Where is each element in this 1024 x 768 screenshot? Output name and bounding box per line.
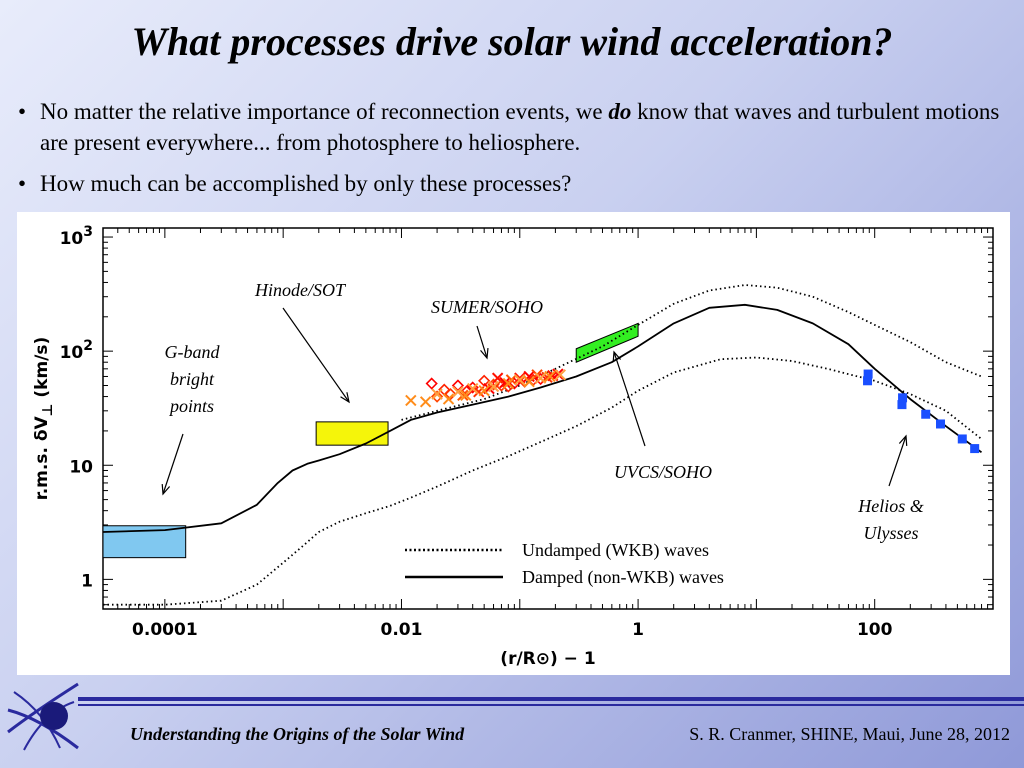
bullet-glyph: • [18, 99, 27, 124]
data-point-cross [405, 394, 417, 407]
damped-curve [103, 303, 983, 533]
data-point-diamond [478, 374, 491, 387]
data-point-cross [544, 370, 556, 383]
y-tick-label: 10 [69, 457, 93, 477]
bullet-1-text-post: know that waves and turbulent motions ar… [40, 99, 1000, 155]
data-point-diamond [425, 377, 438, 390]
annotation-arrow [888, 435, 907, 487]
annotation-arrowhead [480, 347, 489, 360]
data-point-cross [419, 396, 432, 408]
annotation-arrow [282, 307, 350, 403]
bullet-2-text: How much can be accomplished by only the… [40, 171, 572, 196]
data-point-square [897, 400, 907, 410]
data-point-square [863, 369, 873, 379]
data-point-square [898, 393, 908, 403]
observation-label: Hinode/SOT [254, 280, 347, 300]
observation-label: bright [170, 369, 215, 389]
data-point-cross [478, 385, 490, 397]
footer-title: Understanding the Origins of the Solar W… [130, 724, 465, 744]
observation-box [315, 421, 389, 446]
data-point-cross [499, 376, 511, 389]
data-point-diamond [534, 372, 547, 386]
data-point-cross [534, 372, 547, 384]
data-point-diamond [430, 390, 444, 403]
bullet-glyph: • [18, 171, 27, 196]
legend-label: Undamped (WKB) waves [522, 540, 709, 561]
x-tick-label: 0.01 [380, 620, 422, 640]
annotation-arrow [162, 433, 184, 495]
annotation-arrowhead [612, 350, 622, 363]
x-tick-label: 100 [857, 620, 893, 640]
y-axis-label: r.m.s. δV⊥ (km/s) [32, 337, 56, 501]
data-point-cross [554, 369, 566, 381]
chart-panel: 0.0001 0.01 1 100 1 10 102 103 (r/R⊙) − 1 r.m.s. … [17, 212, 1010, 675]
data-point-square [921, 409, 931, 419]
data-point-diamond [444, 388, 457, 401]
annotation-arrowhead [340, 392, 350, 404]
plot-area [103, 284, 983, 606]
annotation-arrow [476, 325, 488, 359]
data-point-cross [523, 375, 535, 388]
solar-wind-logo-icon [7, 682, 79, 751]
observation-label: points [168, 396, 214, 416]
data-point-cross [466, 382, 479, 395]
data-point-cross [487, 380, 500, 393]
data-point-cross [552, 368, 564, 380]
data-point-cross [452, 386, 464, 398]
observation-label: Helios & [857, 496, 924, 516]
data-point-cross [442, 393, 455, 405]
data-point-cross [502, 377, 515, 390]
data-point-cross [514, 374, 526, 386]
slide-title: What processes drive solar wind accelera… [131, 19, 893, 64]
y-tick-label: 1 [81, 571, 93, 591]
footer-credit: S. R. Cranmer, SHINE, Maui, June 28, 201… [689, 724, 1010, 744]
footer-rule-thin [78, 704, 1024, 706]
x-tick-label: 1 [632, 620, 644, 640]
data-point-square [957, 434, 967, 444]
bullet-1-emphasis: do [608, 99, 632, 124]
data-point-square [863, 376, 873, 386]
observation-label: G-band [165, 342, 221, 362]
data-point-cross [431, 388, 443, 400]
annotation-arrowhead [898, 434, 908, 447]
observation-label: SUMER/SOHO [431, 297, 543, 317]
y-tick-label: 103 [60, 224, 93, 249]
x-axis-label: (r/R⊙) − 1 [500, 649, 595, 669]
bullet-item-1: • No matter the relative importance of r… [18, 96, 1008, 158]
bullet-list: • No matter the relative importance of r… [18, 96, 1008, 209]
legend-label: Damped (non-WKB) waves [522, 567, 724, 588]
y-tick-label: 102 [60, 338, 93, 363]
annotation-arrow [613, 351, 646, 447]
footer-rule-thick [78, 697, 1024, 701]
velocity-chart: 0.0001 0.01 1 100 1 10 102 103 (r/R⊙) − 1 r.m.s. … [32, 224, 994, 669]
undamped-curve [401, 284, 982, 421]
bullet-item-2: • How much can be accomplished by only t… [18, 168, 1008, 199]
data-point-square [970, 444, 980, 454]
data-point-cross [514, 372, 526, 384]
data-point-square [936, 419, 946, 429]
x-tick-label: 0.0001 [132, 620, 198, 640]
annotation-arrowhead [161, 483, 171, 496]
observation-label: Ulysses [864, 523, 919, 543]
bullet-1-text-pre: No matter the relative importance of rec… [40, 99, 609, 124]
plot-frame [102, 227, 994, 610]
observation-label: UVCS/SOHO [614, 462, 712, 482]
